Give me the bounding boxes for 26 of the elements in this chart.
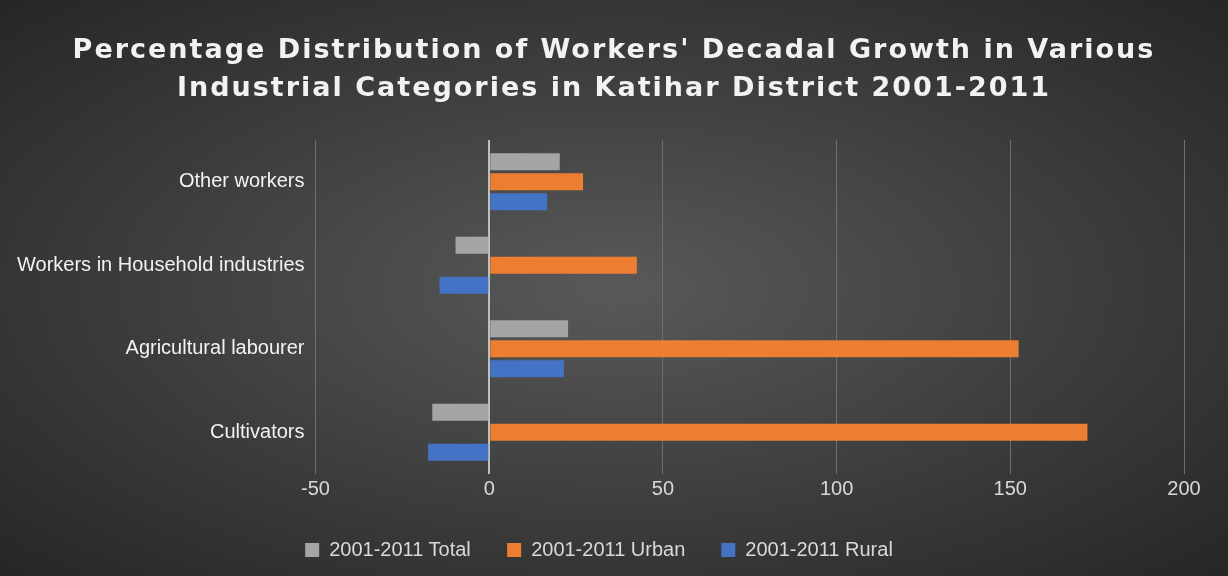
legend-label: 2001-2011 Rural [745, 537, 893, 560]
legend-label: 2001-2011 Total [329, 537, 471, 560]
bar [490, 256, 637, 274]
x-tick-label: 200 [1167, 476, 1201, 499]
y-tick-label: Agricultural labourer [125, 336, 305, 359]
bar [432, 403, 489, 421]
bar [439, 276, 489, 294]
bar [490, 320, 569, 338]
bar [490, 360, 564, 378]
x-tick-label: 150 [993, 476, 1027, 499]
bar [490, 173, 584, 191]
bar [490, 423, 1088, 441]
bar [490, 153, 560, 171]
y-tick-label: Cultivators [210, 419, 305, 442]
x-tick-label: 100 [819, 476, 854, 499]
bar [428, 443, 489, 461]
y-tick-label: Other workers [178, 169, 305, 192]
y-tick-label: Workers in Household industries [16, 252, 305, 275]
bar [455, 236, 489, 254]
chart-title: Percentage Distribution of Workers' Decadal Growth in Various Industrial Categories in Katihar District 2001-2011 [71, 32, 1157, 104]
x-tick-label: 50 [651, 476, 675, 499]
x-tick-label: -50 [301, 476, 330, 499]
x-tick-label: 0 [483, 476, 495, 499]
bar [490, 193, 548, 211]
legend-label: 2001-2011 Urban [531, 537, 686, 560]
bar [490, 340, 1019, 358]
